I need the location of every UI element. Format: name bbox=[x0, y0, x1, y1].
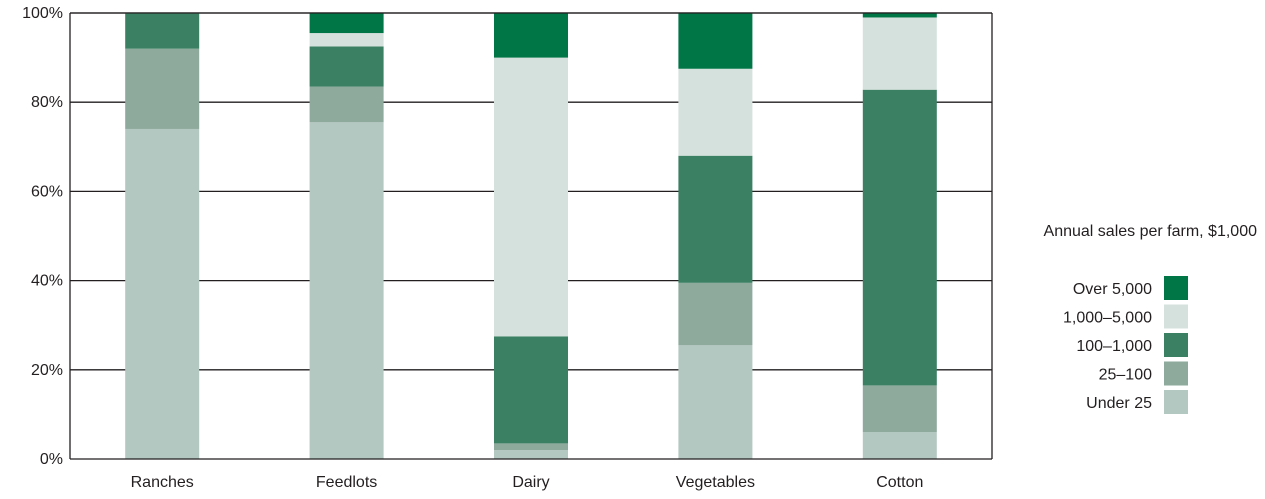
bar-segment bbox=[862, 17, 937, 90]
legend-swatch bbox=[1164, 390, 1188, 414]
y-tick-label: 20% bbox=[31, 362, 63, 379]
bar-segment bbox=[309, 122, 384, 460]
legend-title: Annual sales per farm, $1,000 bbox=[1044, 223, 1258, 240]
bar-segment bbox=[494, 443, 568, 451]
legend-label: 100–1,000 bbox=[1076, 338, 1152, 355]
x-tick-label: Feedlots bbox=[316, 474, 377, 491]
bar-segment bbox=[862, 385, 937, 433]
bar-segment bbox=[309, 33, 384, 47]
x-tick-label: Ranches bbox=[131, 474, 194, 491]
legend-swatch bbox=[1164, 333, 1188, 357]
bar-stack bbox=[862, 13, 937, 459]
bar-segment bbox=[494, 13, 568, 58]
bar-segment bbox=[309, 13, 384, 34]
legend-swatch bbox=[1164, 276, 1188, 300]
legend-label: 1,000–5,000 bbox=[1063, 310, 1152, 327]
bar-segment bbox=[678, 155, 753, 283]
legend-swatch bbox=[1164, 304, 1188, 329]
x-tick-label: Cotton bbox=[876, 474, 923, 491]
bar-segment bbox=[494, 57, 568, 337]
legend-label: Under 25 bbox=[1086, 395, 1152, 412]
bars bbox=[125, 13, 937, 460]
y-tick-label: 80% bbox=[31, 94, 63, 111]
legend-item: 25–100 bbox=[1099, 361, 1188, 386]
legend-item: Under 25 bbox=[1086, 390, 1188, 414]
bar-segment bbox=[494, 450, 568, 459]
bar-segment bbox=[678, 282, 753, 346]
bar-segment bbox=[309, 86, 384, 123]
legend-item: Over 5,000 bbox=[1073, 276, 1188, 300]
legend: Annual sales per farm, $1,000 Over 5,000… bbox=[1044, 223, 1258, 414]
bar-stack bbox=[309, 13, 384, 460]
axes bbox=[69, 12, 993, 460]
y-tick-label: 40% bbox=[31, 273, 63, 290]
bar-stack bbox=[678, 13, 753, 459]
x-tick-label: Vegetables bbox=[676, 474, 755, 491]
bar-segment bbox=[125, 48, 200, 129]
y-tick-label: 60% bbox=[31, 183, 63, 200]
y-tick-label: 100% bbox=[22, 5, 63, 22]
bar-segment bbox=[678, 345, 753, 459]
bar-stack bbox=[125, 13, 200, 459]
bar-segment bbox=[862, 89, 937, 386]
bar-segment bbox=[125, 13, 200, 49]
legend-label: 25–100 bbox=[1099, 367, 1152, 384]
x-tick-labels: Ranches Feedlots Dairy Vegetables Cotton bbox=[131, 474, 924, 491]
bar-stack bbox=[494, 13, 568, 459]
y-tick-label: 0% bbox=[40, 451, 63, 468]
x-tick-label: Dairy bbox=[512, 474, 549, 491]
bar-segment bbox=[678, 68, 753, 156]
bar-segment bbox=[125, 128, 200, 459]
bar-segment bbox=[309, 46, 384, 87]
bar-segment bbox=[862, 432, 937, 459]
legend-item: 100–1,000 bbox=[1076, 333, 1188, 357]
bar-segment bbox=[678, 13, 753, 69]
bar-segment bbox=[862, 13, 937, 18]
y-tick-labels: 0% 20% 40% 60% 80% 100% bbox=[22, 5, 63, 468]
legend-swatch bbox=[1164, 361, 1188, 386]
bar-segment bbox=[494, 336, 568, 444]
legend-label: Over 5,000 bbox=[1073, 281, 1152, 298]
legend-item: 1,000–5,000 bbox=[1063, 304, 1188, 329]
